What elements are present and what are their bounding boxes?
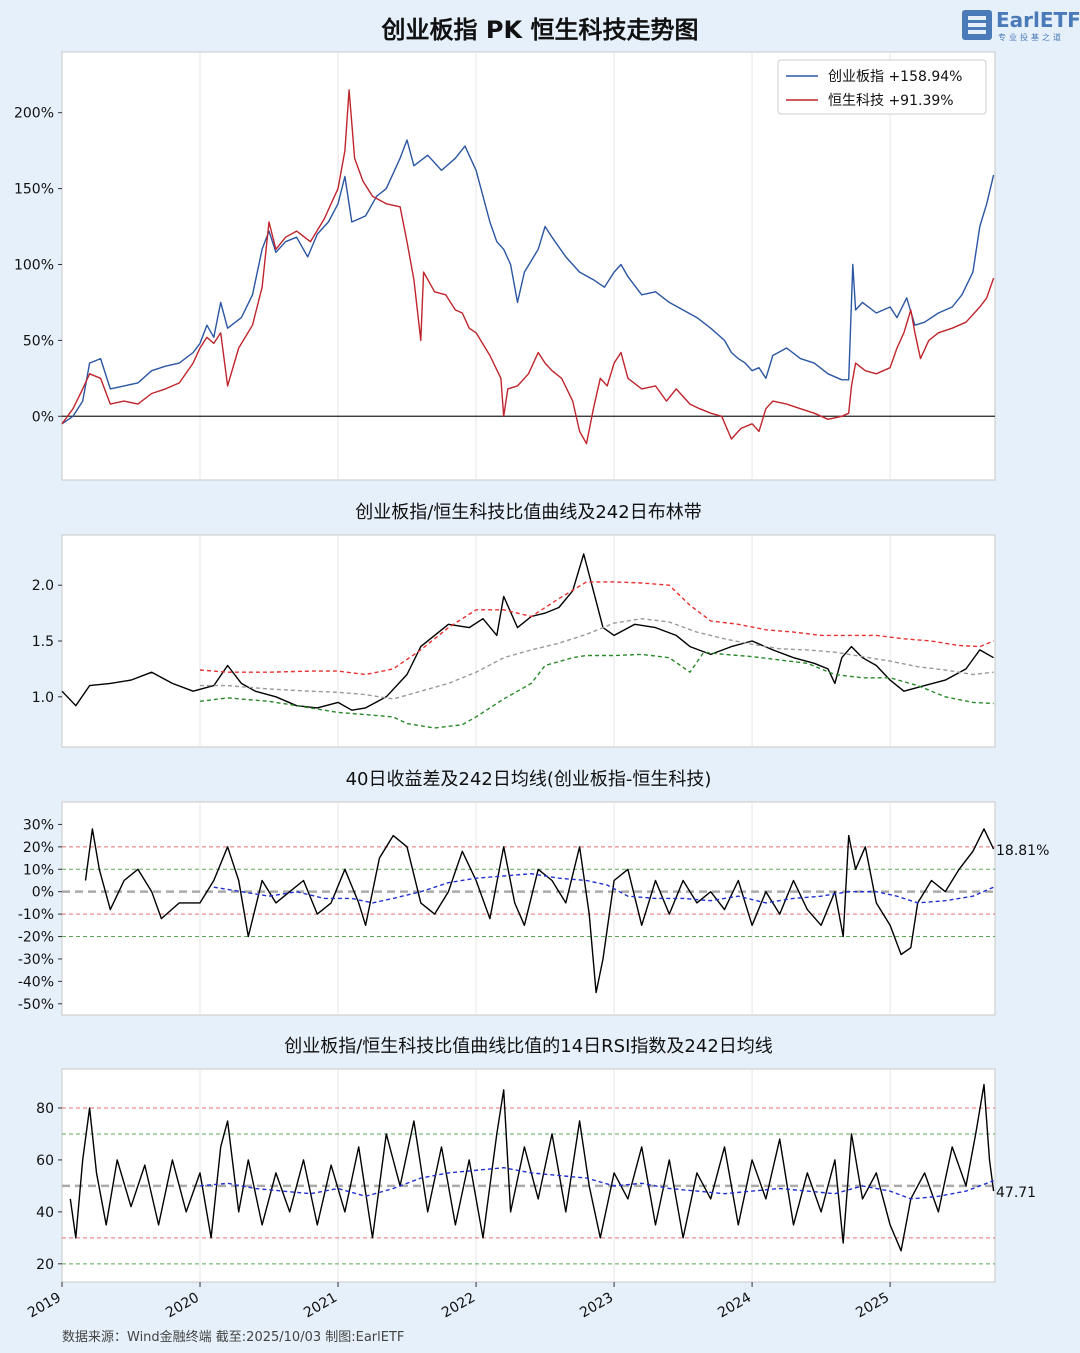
series-line-middle <box>200 618 994 700</box>
panel-title-4: 创业板指/恒生科技比值曲线比值的14日RSI指数及242日均线 <box>284 1036 773 1057</box>
y-tick-label: 20% <box>23 840 54 856</box>
y-tick-label: -40% <box>18 974 54 990</box>
x-tick-label: 2020 <box>163 1290 202 1322</box>
plot-area-4 <box>61 1068 996 1283</box>
y-tick-label: 10% <box>23 862 54 878</box>
y-tick-label: 80 <box>36 1101 54 1117</box>
x-tick-label: 2021 <box>301 1290 340 1322</box>
earletf-logo: EarlETF 专业投基之道 <box>962 8 1080 44</box>
series-line-ma242 <box>199 1167 994 1200</box>
logo-tagline: 专业投基之道 <box>998 33 1064 42</box>
y-tick-label: 0% <box>32 409 54 425</box>
y-tick-label: 50% <box>23 333 54 349</box>
series-line-diff <box>84 828 995 994</box>
series-line-rsi <box>69 1083 995 1252</box>
y-tick-label: 150% <box>14 182 54 198</box>
y-tick-label: -20% <box>18 930 54 946</box>
legend-label: 恒生科技 +91.39% <box>828 93 954 109</box>
y-tick-label: 20 <box>36 1257 54 1273</box>
y-tick-label: 200% <box>14 106 54 122</box>
series-line-lower <box>199 651 994 729</box>
footer-source: 数据来源：Wind金融终端 截至:2025/10/03 制图:EarlETF <box>62 1330 405 1345</box>
y-tick-label: 30% <box>23 817 54 833</box>
series-line-upper <box>199 581 994 676</box>
y-tick-label: 2.0 <box>32 578 54 594</box>
y-tick-label: 0% <box>32 885 54 901</box>
end-value-label: 47.71 <box>996 1185 1036 1201</box>
y-tick-label: 1.0 <box>32 690 54 706</box>
x-tick-label: 2024 <box>715 1290 754 1322</box>
x-tick-label: 2022 <box>439 1290 478 1322</box>
y-tick-label: 40 <box>36 1205 54 1221</box>
x-tick-label: 2023 <box>577 1290 616 1322</box>
legend-box <box>777 59 987 115</box>
end-value-label: 18.81% <box>996 843 1049 859</box>
series-line-创业板指 <box>61 139 995 425</box>
chart-title: 创业板指 PK 恒生科技走势图 <box>381 16 699 44</box>
series-line-恒生科技 <box>61 89 995 445</box>
y-tick-label: -10% <box>18 907 54 923</box>
series-line-ma242 <box>213 873 994 904</box>
x-tick-label: 2025 <box>853 1290 892 1322</box>
y-tick-label: -50% <box>18 997 54 1013</box>
series-line-ratio <box>61 553 994 711</box>
legend-label: 创业板指 +158.94% <box>828 69 962 85</box>
logo-name: EarlETF <box>996 8 1080 32</box>
y-tick-label: 60 <box>36 1153 54 1169</box>
y-tick-label: -30% <box>18 952 54 968</box>
panel-title-3: 40日收益差及242日均线(创业板指-恒生科技) <box>346 769 712 790</box>
logo-mark-icon <box>962 10 992 40</box>
y-tick-label: 100% <box>14 257 54 273</box>
x-tick-label: 2019 <box>25 1290 64 1322</box>
panel-title-2: 创业板指/恒生科技比值曲线及242日布林带 <box>355 502 701 523</box>
plot-area-2 <box>61 534 996 748</box>
y-tick-label: 1.5 <box>32 634 54 650</box>
